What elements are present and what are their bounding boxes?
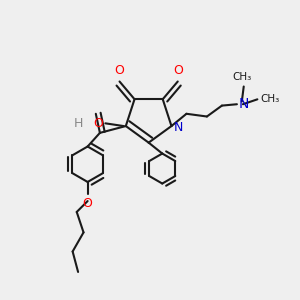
Text: CH₃: CH₃ bbox=[233, 72, 252, 82]
Text: CH₃: CH₃ bbox=[260, 94, 279, 104]
Text: H: H bbox=[74, 117, 83, 130]
Text: O: O bbox=[173, 64, 183, 77]
Text: N: N bbox=[174, 121, 184, 134]
Text: O: O bbox=[115, 64, 124, 77]
Text: O: O bbox=[93, 117, 103, 130]
Text: O: O bbox=[83, 197, 93, 210]
Text: N: N bbox=[238, 97, 249, 111]
